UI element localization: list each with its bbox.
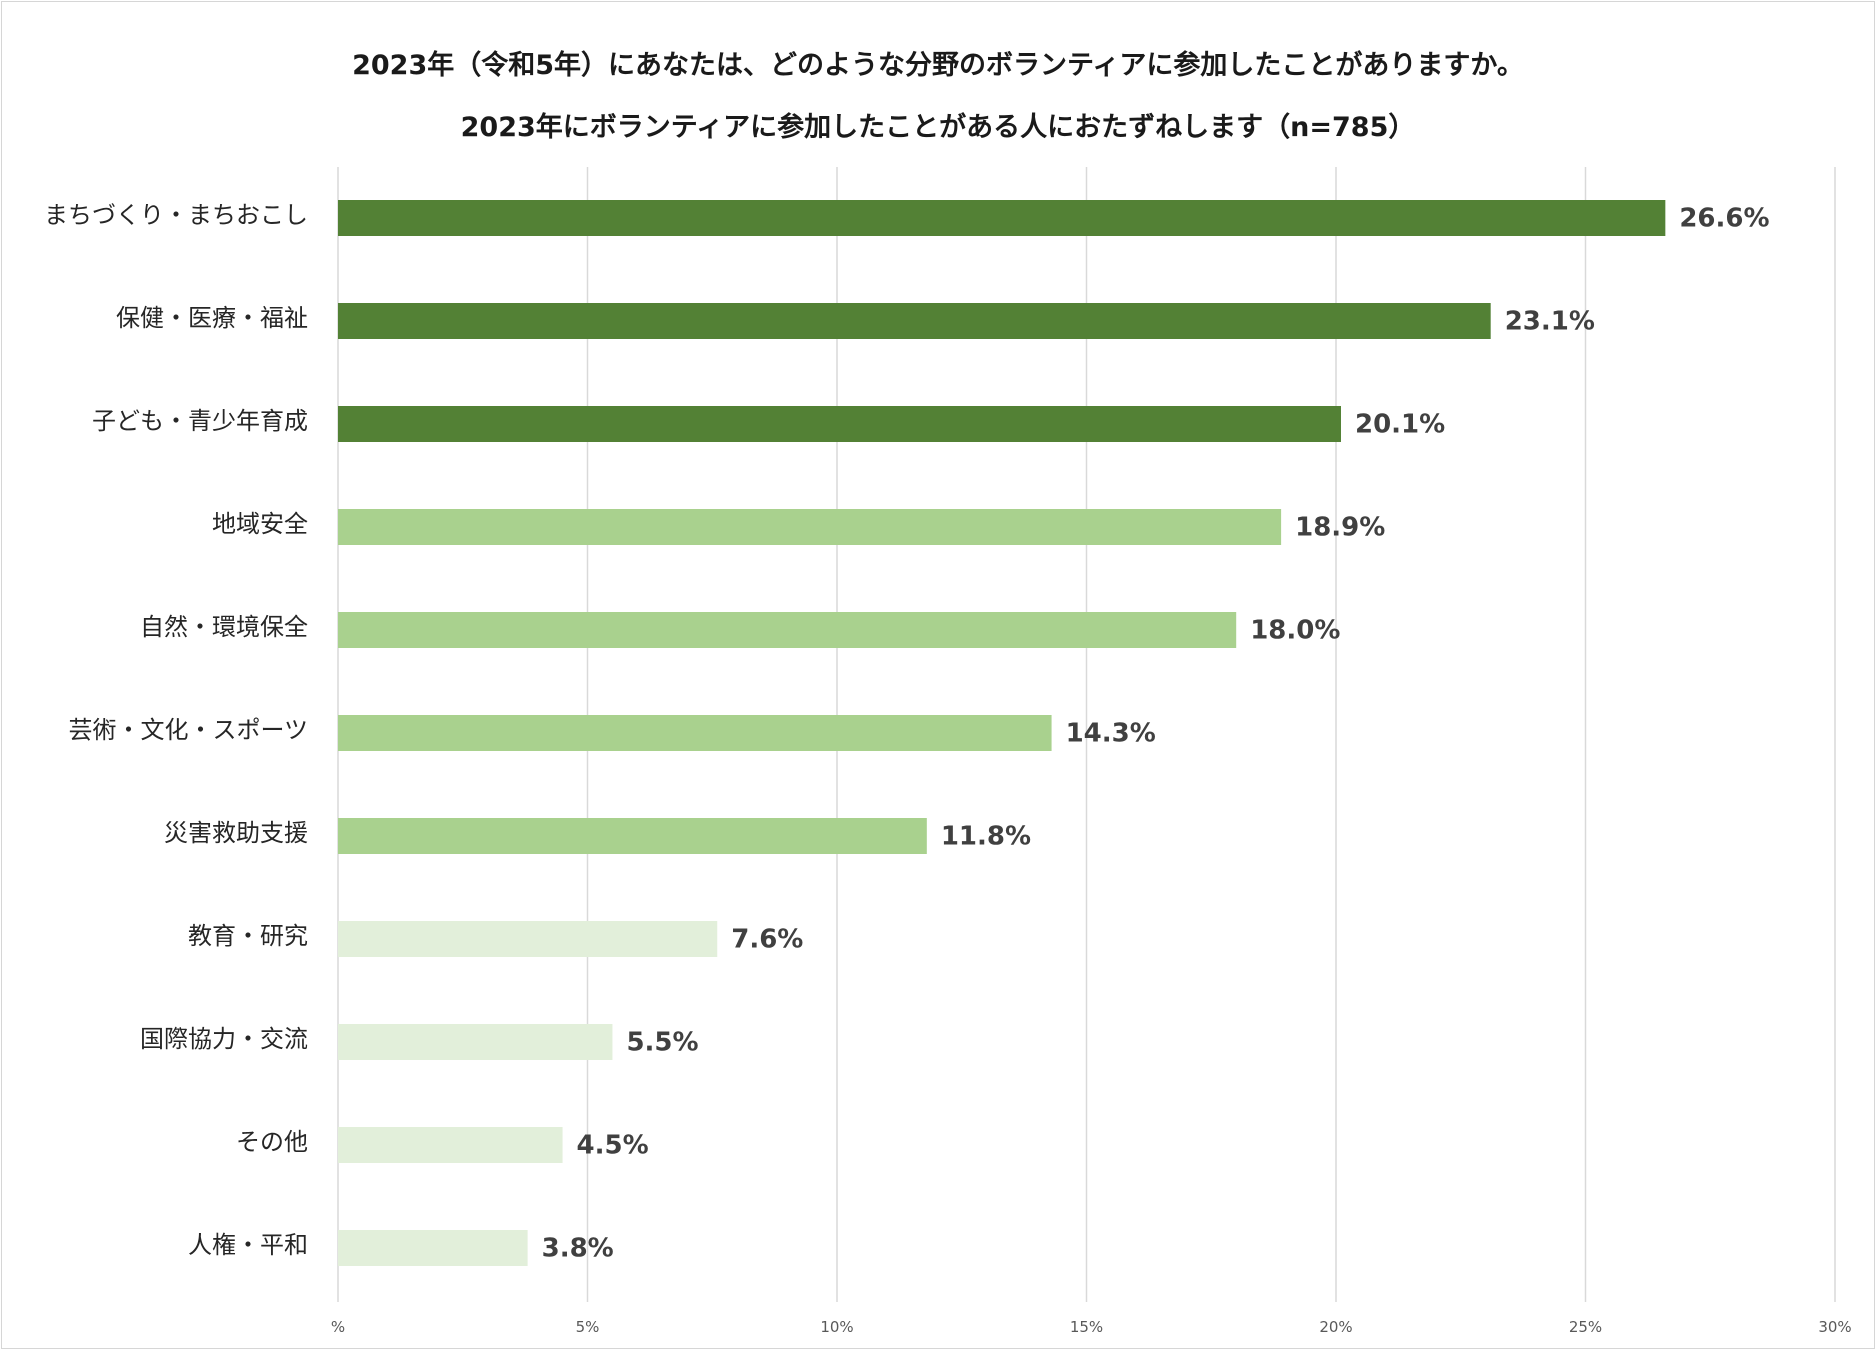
- category-label: 災害救助支援: [164, 819, 308, 847]
- x-tick-label: 15%: [1070, 1318, 1103, 1336]
- bar: [338, 921, 718, 957]
- bars: [338, 200, 1666, 1266]
- bar: [338, 509, 1282, 545]
- x-tick-label: 20%: [1319, 1318, 1352, 1336]
- value-label: 7.6%: [731, 925, 803, 955]
- category-labels: まちづくり・まちおこし保健・医療・福祉子ども・青少年育成地域安全自然・環境保全芸…: [44, 201, 308, 1259]
- bar: [338, 406, 1341, 442]
- category-label: その他: [236, 1128, 308, 1156]
- bar: [338, 612, 1237, 648]
- bar: [338, 715, 1052, 751]
- x-axis-ticks: % 5% 10% 15% 20% 25% 30%: [331, 1318, 1852, 1336]
- x-tick-label: %: [331, 1318, 345, 1336]
- value-label: 4.5%: [577, 1131, 649, 1161]
- category-label: まちづくり・まちおこし: [44, 201, 308, 229]
- bar: [338, 1230, 528, 1266]
- value-label: 3.8%: [542, 1234, 614, 1264]
- category-label: 地域安全: [212, 510, 308, 538]
- x-tick-label: 10%: [820, 1318, 853, 1336]
- x-tick-label: 5%: [576, 1318, 600, 1336]
- value-label: 26.6%: [1679, 204, 1769, 234]
- value-label: 20.1%: [1355, 410, 1445, 440]
- chart-title: 2023年（令和5年）にあなたは、どのような分野のボランティアに参加したことがあ…: [352, 49, 1524, 81]
- category-label: 子ども・青少年育成: [92, 407, 308, 435]
- value-label: 11.8%: [941, 822, 1031, 852]
- value-labels: 26.6% 23.1% 20.1% 18.9% 18.0% 14.3% 11.8% 7.6% 5…: [542, 204, 1770, 1264]
- value-label: 18.0%: [1250, 616, 1340, 646]
- category-label: 教育・研究: [188, 922, 308, 950]
- chart-subtitle: 2023年にボランティアに参加したことがある人におたずねします（n=785）: [461, 111, 1416, 143]
- category-label: 自然・環境保全: [140, 613, 308, 641]
- category-label: 保健・医療・福祉: [116, 304, 308, 332]
- value-label: 18.9%: [1295, 513, 1385, 543]
- value-label: 14.3%: [1066, 719, 1156, 749]
- value-label: 23.1%: [1505, 307, 1595, 337]
- x-tick-label: 30%: [1818, 1318, 1851, 1336]
- bar: [338, 1024, 613, 1060]
- category-label: 国際協力・交流: [140, 1025, 308, 1053]
- bar: [338, 818, 927, 854]
- category-label: 人権・平和: [188, 1231, 308, 1259]
- value-label: 5.5%: [626, 1028, 698, 1058]
- x-tick-label: 25%: [1569, 1318, 1602, 1336]
- bar: [338, 200, 1666, 236]
- category-label: 芸術・文化・スポーツ: [68, 716, 308, 744]
- bar: [338, 1127, 563, 1163]
- bar: [338, 303, 1491, 339]
